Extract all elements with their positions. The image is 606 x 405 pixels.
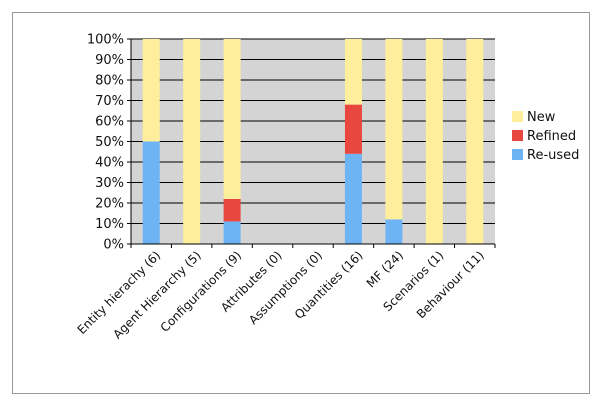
bar-refined-quantities-16 — [344, 104, 362, 154]
y-tick-label: 80% — [95, 74, 124, 89]
bar-new-entity-hierachy-6 — [142, 39, 160, 142]
category-label: Assumptions (0) — [246, 248, 325, 327]
bar-new-scenarios-1 — [425, 39, 443, 244]
legend-label-new: New — [527, 110, 556, 125]
y-tick-label: 40% — [95, 156, 124, 171]
y-tick-label: 10% — [95, 217, 124, 232]
bar-re-used-mf-24 — [385, 219, 403, 244]
bar-re-used-configurations-9 — [223, 221, 241, 244]
y-tick-label: 20% — [95, 197, 124, 212]
y-tick-label: 50% — [95, 135, 124, 150]
bar-re-used-quantities-16 — [344, 153, 362, 244]
bar-new-quantities-16 — [344, 39, 362, 105]
y-tick-label: 30% — [95, 176, 124, 191]
legend-swatch-refined — [512, 130, 523, 141]
legend-swatch-re-used — [512, 149, 523, 160]
y-tick-label: 60% — [95, 115, 124, 130]
bar-new-agent-hierarchy-5 — [183, 39, 201, 244]
bar-new-configurations-9 — [223, 39, 241, 199]
bar-new-mf-24 — [385, 39, 403, 220]
legend-label-re-used: Re-used — [527, 148, 579, 163]
y-tick-label: 90% — [95, 53, 124, 68]
bar-new-behaviour-11 — [466, 39, 484, 244]
y-tick-label: 100% — [87, 33, 124, 48]
bar-refined-configurations-9 — [223, 198, 241, 222]
legend-swatch-new — [512, 111, 523, 122]
legend-label-refined: Refined — [527, 129, 576, 144]
y-tick-label: 0% — [103, 238, 124, 253]
bar-re-used-entity-hierachy-6 — [142, 141, 160, 244]
y-tick-label: 70% — [95, 94, 124, 109]
